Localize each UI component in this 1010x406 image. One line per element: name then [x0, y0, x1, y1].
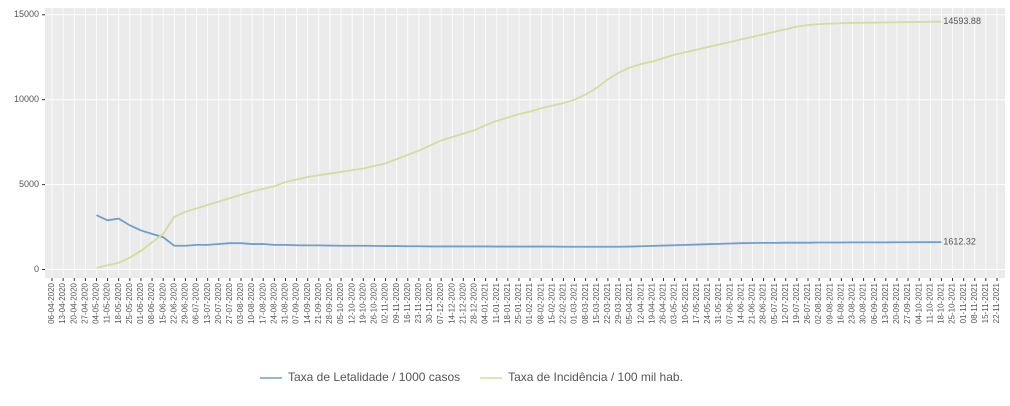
x-tick-label: 14-06-2021: [736, 282, 745, 323]
x-tick-label: 21-06-2021: [748, 282, 757, 323]
x-tick-label: 07-09-2020: [292, 282, 301, 323]
x-tick-label: 22-02-2021: [559, 282, 568, 323]
legend-label: Taxa de Letalidade / 1000 casos: [288, 370, 460, 384]
x-tick-label: 26-10-2020: [370, 282, 379, 323]
x-tick-label: 22-03-2021: [603, 282, 612, 323]
x-tick-label: 29-06-2020: [181, 282, 190, 323]
x-tick-label: 09-11-2020: [392, 282, 401, 323]
x-tick-label: 16-11-2020: [403, 282, 412, 323]
x-tick-label: 20-07-2020: [214, 282, 223, 323]
x-tick-label: 06-09-2021: [870, 282, 879, 323]
x-tick-label: 20-04-2020: [69, 282, 78, 323]
x-tick-label: 30-08-2021: [859, 282, 868, 323]
x-tick-label: 12-10-2020: [347, 282, 356, 323]
x-tick-label: 28-09-2020: [325, 282, 334, 323]
x-tick-label: 26-04-2021: [659, 282, 668, 323]
x-tick-label: 04-05-2020: [92, 282, 101, 323]
x-tick-label: 08-11-2021: [970, 282, 979, 323]
x-tick-label: 01-11-2021: [959, 282, 968, 323]
x-tick-label: 06-04-2020: [47, 282, 56, 323]
x-tick-label: 13-09-2021: [881, 282, 890, 323]
x-tick-label: 13-04-2020: [58, 282, 67, 323]
x-tick-label: 01-06-2020: [136, 282, 145, 323]
x-tick-label: 19-07-2021: [792, 282, 801, 323]
x-tick-label: 23-11-2020: [414, 282, 423, 323]
x-tick-label: 21-09-2020: [314, 282, 323, 323]
x-tick-label: 08-03-2021: [581, 282, 590, 323]
x-tick-label: 28-12-2020: [470, 282, 479, 323]
x-tick-label: 08-06-2020: [147, 282, 156, 323]
x-tick-label: 17-08-2020: [258, 282, 267, 323]
series-line: [96, 20, 942, 269]
x-tick-label: 05-10-2020: [336, 282, 345, 323]
x-tick-label: 13-07-2020: [203, 282, 212, 323]
x-tick-label: 18-10-2021: [937, 282, 946, 323]
x-tick-label: 19-10-2020: [358, 282, 367, 323]
x-tick-label: 24-05-2021: [703, 282, 712, 323]
x-tick-label: 31-08-2020: [281, 282, 290, 323]
x-tick-label: 07-06-2021: [725, 282, 734, 323]
x-tick-label: 20-09-2021: [892, 282, 901, 323]
plot-panel: [45, 8, 1005, 278]
y-tick-label: 0: [34, 264, 39, 274]
x-tick-label: 12-04-2021: [636, 282, 645, 323]
x-tick-label: 27-04-2020: [80, 282, 89, 323]
x-tick-label: 25-05-2020: [125, 282, 134, 323]
x-tick-label: 24-08-2020: [269, 282, 278, 323]
x-tick-label: 26-07-2021: [803, 282, 812, 323]
x-tick-label: 18-05-2020: [114, 282, 123, 323]
x-tick-label: 02-08-2021: [814, 282, 823, 323]
x-tick-label: 07-12-2020: [436, 282, 445, 323]
x-tick-label: 11-01-2021: [492, 282, 501, 323]
x-tick-label: 27-07-2020: [225, 282, 234, 323]
x-tick-label: 03-05-2021: [670, 282, 679, 323]
x-tick-label: 01-03-2021: [570, 282, 579, 323]
x-tick-label: 22-06-2020: [169, 282, 178, 323]
x-tick-label: 21-12-2020: [458, 282, 467, 323]
x-tick-label: 04-10-2021: [914, 282, 923, 323]
end-value-label: 14593.88: [943, 16, 981, 26]
x-tick-label: 25-10-2021: [948, 282, 957, 323]
x-tick-label: 09-08-2021: [825, 282, 834, 323]
x-tick-label: 05-04-2021: [625, 282, 634, 323]
x-tick-label: 04-01-2021: [481, 282, 490, 323]
x-tick-label: 22-11-2021: [992, 282, 1001, 323]
x-tick-label: 14-09-2020: [303, 282, 312, 323]
y-tick-label: 15000: [14, 9, 39, 19]
series-line: [96, 214, 942, 248]
x-tick-label: 27-09-2021: [903, 282, 912, 323]
x-tick-label: 23-08-2021: [848, 282, 857, 323]
x-tick-label: 02-11-2020: [381, 282, 390, 323]
x-tick-label: 05-07-2021: [770, 282, 779, 323]
y-tick-label: 10000: [14, 94, 39, 104]
x-tick-label: 18-01-2021: [503, 282, 512, 323]
x-tick-label: 30-11-2020: [425, 282, 434, 323]
y-tick-label: 5000: [19, 179, 39, 189]
x-tick-label: 10-05-2021: [681, 282, 690, 323]
x-tick-label: 15-06-2020: [158, 282, 167, 323]
x-tick-label: 08-02-2021: [536, 282, 545, 323]
x-tick-label: 14-12-2020: [447, 282, 456, 323]
x-tick-label: 15-11-2021: [981, 282, 990, 323]
x-tick-label: 15-03-2021: [592, 282, 601, 323]
legend-label: Taxa de Incidência / 100 mil hab.: [508, 370, 683, 384]
x-tick-label: 29-03-2021: [614, 282, 623, 323]
x-tick-label: 15-02-2021: [547, 282, 556, 323]
x-tick-label: 03-08-2020: [236, 282, 245, 323]
x-tick-label: 17-05-2021: [692, 282, 701, 323]
end-value-label: 1612.32: [943, 237, 976, 247]
x-tick-label: 01-02-2021: [525, 282, 534, 323]
x-tick-label: 11-05-2020: [103, 282, 112, 323]
x-tick-label: 11-10-2021: [925, 282, 934, 323]
x-tick-label: 28-06-2021: [759, 282, 768, 323]
x-tick-label: 16-08-2021: [836, 282, 845, 323]
x-tick-label: 19-04-2021: [647, 282, 656, 323]
x-tick-label: 25-01-2021: [514, 282, 523, 323]
x-tick-label: 06-07-2020: [192, 282, 201, 323]
x-tick-label: 12-07-2021: [781, 282, 790, 323]
x-tick-label: 31-05-2021: [714, 282, 723, 323]
x-tick-label: 10-08-2020: [247, 282, 256, 323]
